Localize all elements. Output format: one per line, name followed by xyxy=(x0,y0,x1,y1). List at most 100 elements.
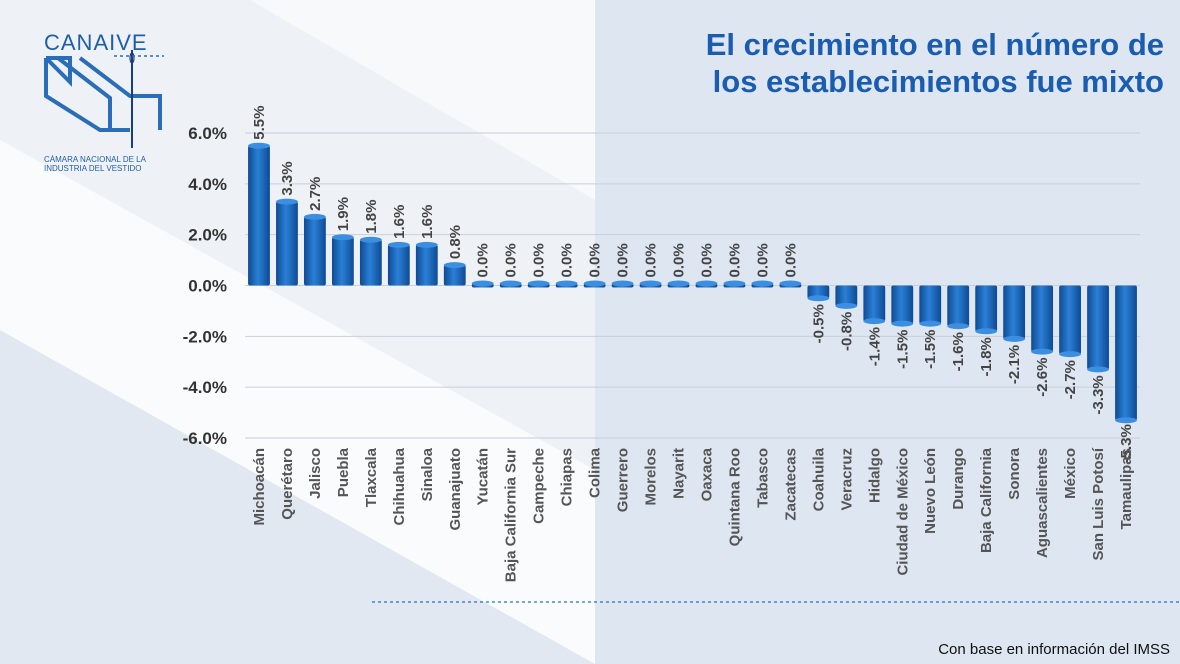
category-label: Oaxaca xyxy=(698,447,715,501)
bar-cap xyxy=(863,318,886,325)
category-label: Baja California xyxy=(978,447,995,553)
x-axis: Michoacán Querétaro Jalisco Puebla Tlaxcala C… xyxy=(251,447,1135,582)
gridlines xyxy=(245,132,1140,439)
data-label: 1.8% xyxy=(363,200,380,234)
bar-puebla xyxy=(331,237,354,286)
y-tick-label: 0.0% xyxy=(188,277,227,296)
bar-méxico xyxy=(1059,285,1081,355)
bar-sonora xyxy=(1003,285,1026,339)
bar-aguascalientes xyxy=(1031,285,1054,352)
data-label: -0.8% xyxy=(838,312,855,351)
bar-guanajuato xyxy=(443,265,466,286)
category-label: Tabasco xyxy=(754,448,771,508)
data-label: 0.0% xyxy=(475,243,492,277)
data-label: -0.5% xyxy=(810,304,827,343)
data-labels: 5.5% 3.3% 2.7% 1.9% 1.8% 1.6% 1.6% 0.8% 0.0% 0.0%… xyxy=(251,106,1135,464)
category-label: Ciudad de México xyxy=(894,448,911,576)
bar-cap xyxy=(304,213,326,220)
bar-coahuila xyxy=(807,285,830,299)
bar-cap xyxy=(807,295,830,302)
data-label: 0.0% xyxy=(559,243,576,277)
category-label: Michoacán xyxy=(251,448,268,526)
category-label: Puebla xyxy=(335,447,352,497)
category-label: Aguascalientes xyxy=(1034,448,1051,558)
category-label: Nayarit xyxy=(671,448,688,499)
bar-cap xyxy=(891,320,914,327)
bar-cap xyxy=(611,280,634,287)
data-label: 0.0% xyxy=(503,243,520,277)
category-label: Chiapas xyxy=(559,448,576,506)
y-tick-label: 2.0% xyxy=(188,226,227,245)
bar-san-luis-potosí xyxy=(1087,285,1109,370)
data-label: -1.8% xyxy=(978,337,995,376)
category-label: Querétaro xyxy=(279,448,296,520)
bar-tlaxcala xyxy=(359,239,382,286)
data-label: 0.8% xyxy=(447,225,464,259)
category-label: Morelos xyxy=(643,448,660,506)
data-label: 1.6% xyxy=(419,205,436,239)
bar-chihuahua xyxy=(387,244,410,286)
data-label: 0.0% xyxy=(698,243,715,277)
y-axis: 6.0% 4.0% 2.0% 0.0% -2.0% -4.0% -6.0% xyxy=(183,124,227,448)
data-label: 2.7% xyxy=(307,177,324,211)
category-label: Chihuahua xyxy=(391,447,408,525)
bar-cap xyxy=(919,320,942,327)
y-tick-label: -2.0% xyxy=(183,327,227,346)
bar-cap xyxy=(415,241,438,248)
data-label: -1.4% xyxy=(866,327,883,366)
bar-cap xyxy=(387,241,410,248)
bars xyxy=(248,142,1137,424)
category-label: San Luis Potosí xyxy=(1090,447,1107,560)
bar-cap xyxy=(248,142,270,149)
y-tick-label: -4.0% xyxy=(183,378,227,397)
data-label: 0.0% xyxy=(587,243,604,277)
bar-cap xyxy=(1115,417,1137,424)
bar-hidalgo xyxy=(863,285,886,322)
bar-cap xyxy=(1059,351,1081,358)
data-label: -3.3% xyxy=(1090,375,1107,414)
bar-cap xyxy=(555,280,578,287)
bar-cap xyxy=(471,280,494,287)
bar-cap xyxy=(1003,335,1026,342)
category-label: Jalisco xyxy=(307,448,324,499)
category-label: Hidalgo xyxy=(866,448,883,503)
category-label: Colima xyxy=(587,447,604,498)
data-label: 1.6% xyxy=(391,205,408,239)
bar-cap xyxy=(779,280,802,287)
bar-nuevo-león xyxy=(919,285,942,324)
chart-title-line2: los establecimientos fue mixto xyxy=(712,64,1164,99)
data-label: 0.0% xyxy=(782,243,799,277)
data-label: 0.0% xyxy=(643,243,660,277)
bar-durango xyxy=(947,285,970,327)
bar-cap xyxy=(639,280,662,287)
bar-cap xyxy=(751,280,774,287)
bar-ciudad-de-méxico xyxy=(891,285,914,324)
bar-cap xyxy=(527,280,550,287)
category-label: Guerrero xyxy=(615,448,632,512)
bar-sinaloa xyxy=(415,244,438,286)
data-label: 1.9% xyxy=(335,197,352,231)
bar-cap xyxy=(667,280,690,287)
bar-cap xyxy=(835,302,858,309)
category-label: Baja California Sur xyxy=(503,448,520,582)
data-label: -2.6% xyxy=(1034,358,1051,397)
bar-tamaulipas xyxy=(1115,285,1137,421)
chart-title-line1: El crecimiento en el número de xyxy=(705,27,1164,62)
category-label: Tlaxcala xyxy=(363,447,380,507)
bar-baja-california xyxy=(975,285,998,332)
logo-subtitle-line2: Industria del Vestido xyxy=(44,164,142,173)
data-label: -1.6% xyxy=(950,332,967,371)
data-label: -2.1% xyxy=(1006,345,1023,384)
chart-title: El crecimiento en el número de los estab… xyxy=(604,26,1164,100)
category-label: Nuevo León xyxy=(922,448,939,534)
bar-jalisco xyxy=(304,216,326,286)
data-label: 3.3% xyxy=(279,161,296,195)
bar-cap xyxy=(331,234,354,241)
category-label: Sinaloa xyxy=(419,447,436,501)
bar-cap xyxy=(359,236,382,243)
data-label: -1.5% xyxy=(922,330,939,369)
bar-cap xyxy=(276,198,298,205)
bar-cap xyxy=(723,280,746,287)
logo-subtitle-line1: Cámara Nacional de la xyxy=(44,155,146,164)
